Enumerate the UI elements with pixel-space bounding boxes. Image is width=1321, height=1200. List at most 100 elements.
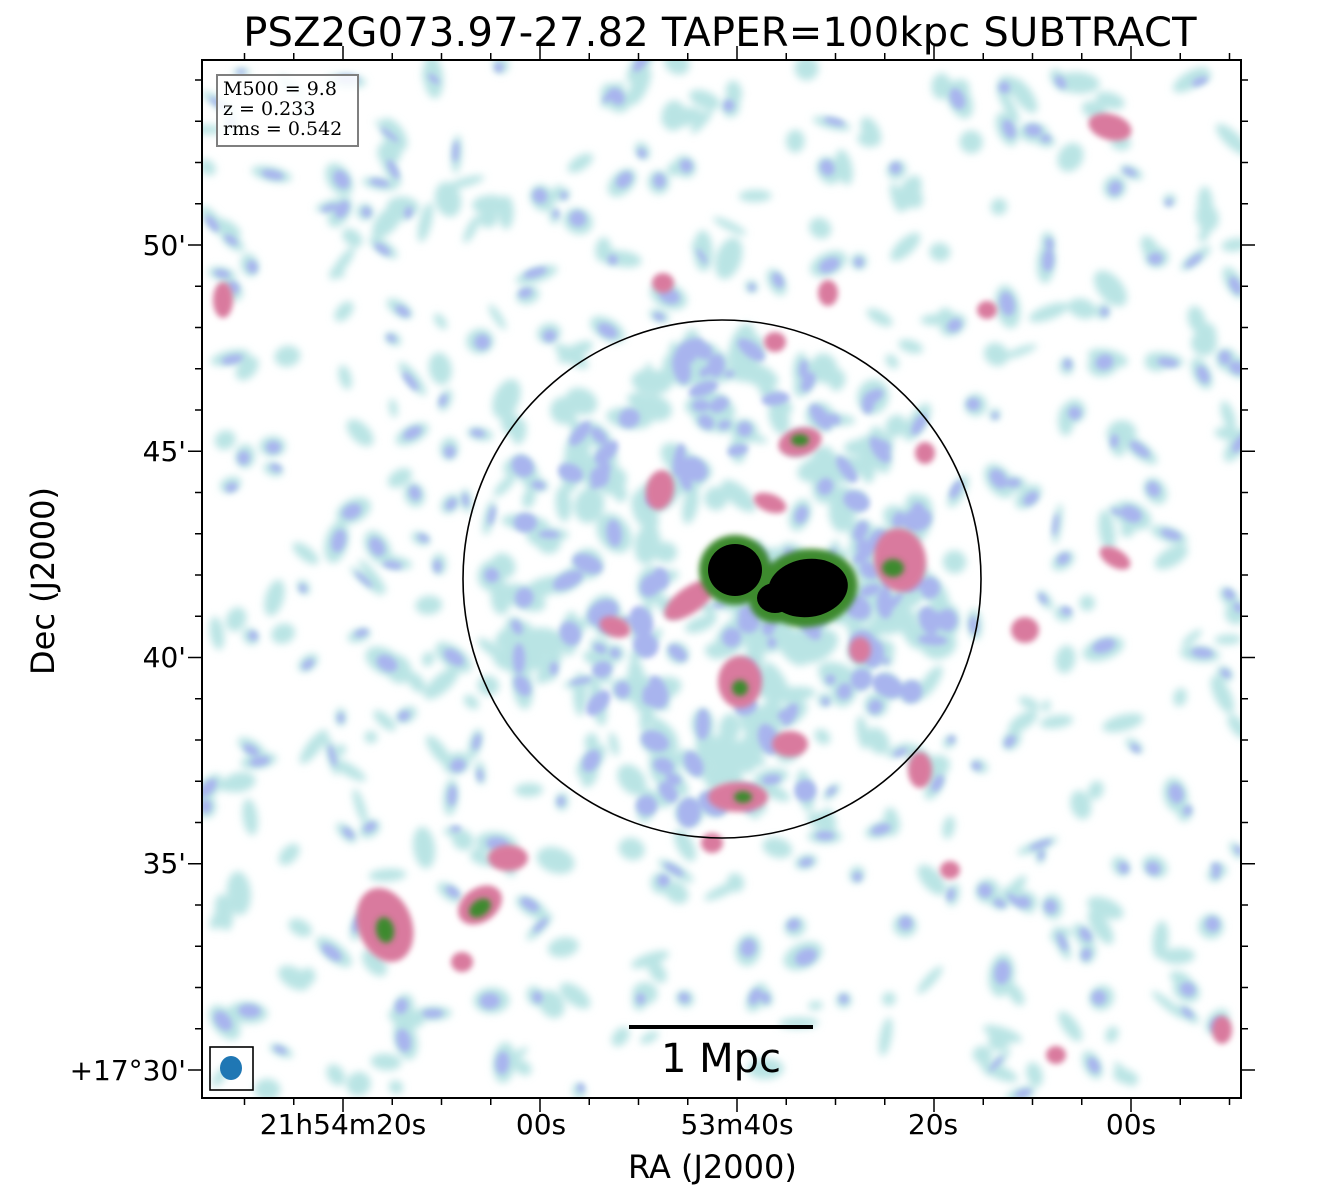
noise-peak <box>1004 735 1016 748</box>
noise-peak <box>444 445 456 458</box>
bright-emission <box>451 952 473 972</box>
noise-peak <box>664 863 684 876</box>
noise-blob <box>434 181 462 217</box>
xtick-label: 53m40s <box>680 1108 794 1141</box>
noise-peak <box>369 178 390 187</box>
noise-peak <box>361 207 372 218</box>
diffuse-emission-peak <box>677 467 692 491</box>
noise-peak <box>236 69 246 75</box>
noise-blob <box>725 80 743 105</box>
noise-blob <box>387 468 413 488</box>
noise-peak <box>947 735 956 744</box>
bright-emission <box>908 752 932 788</box>
noise-peak <box>1157 357 1179 368</box>
noise-peak <box>202 779 217 798</box>
noise-blob <box>1098 509 1116 552</box>
noise-peak <box>1007 893 1025 909</box>
noise-blob <box>522 487 536 509</box>
noise-peak <box>1168 783 1184 804</box>
noise-peak <box>531 480 546 490</box>
noise-blob <box>885 354 899 369</box>
diffuse-emission <box>634 524 661 565</box>
noise-peak <box>1191 647 1214 658</box>
noise-blob <box>997 875 1027 910</box>
diffuse-emission <box>765 686 816 703</box>
noise-peak <box>692 399 710 412</box>
noise-peak <box>1087 1057 1100 1074</box>
diffuse-emission-peak <box>737 611 760 634</box>
noise-blob <box>794 60 819 81</box>
noise-blob <box>1105 1026 1119 1043</box>
noise-peak <box>737 421 753 437</box>
noise-blob <box>421 72 442 92</box>
diffuse-emission-peak <box>633 632 659 658</box>
noise-blob <box>785 129 805 153</box>
diffuse-emission-peak <box>629 606 654 638</box>
noise-peak <box>1068 406 1082 420</box>
diffuse-emission-peak <box>618 408 640 428</box>
diffuse-emission-peak <box>514 675 531 697</box>
noise-peak <box>523 267 547 279</box>
noise-peak <box>1092 638 1116 654</box>
noise-blob <box>882 992 896 1006</box>
noise-peak <box>1211 870 1220 879</box>
noise-peak <box>409 485 421 501</box>
noise-peak <box>590 427 608 445</box>
noise-peak <box>273 1045 287 1054</box>
noise-peak <box>723 99 735 112</box>
bright-emission <box>488 845 528 871</box>
noise-peak <box>815 831 835 840</box>
noise-peak <box>740 939 757 957</box>
noise-peak <box>825 674 836 685</box>
noise-peak <box>1110 434 1119 448</box>
noise-peak <box>712 602 727 608</box>
noise-blob <box>904 186 924 209</box>
noise-blob <box>1113 1061 1135 1087</box>
noise-peak <box>246 260 258 274</box>
noise-peak <box>653 312 665 321</box>
noise-peak <box>989 469 1008 489</box>
noise-peak <box>949 480 962 499</box>
noise-peak <box>616 171 633 188</box>
diffuse-emission <box>753 780 791 802</box>
scalebar-label: 1 Mpc <box>660 1036 782 1082</box>
diffuse-emission <box>684 615 717 634</box>
plot-frame <box>201 59 1242 1099</box>
saturated-source <box>708 544 762 596</box>
noise-peak <box>1108 181 1122 196</box>
noise-blob <box>1198 223 1211 243</box>
diffuse-emission-peak <box>825 413 841 425</box>
noise-peak <box>1095 354 1114 370</box>
noise-blob <box>219 779 234 792</box>
noise-blob <box>547 937 579 958</box>
bright-emission <box>1088 113 1132 141</box>
diffuse-emission-peak <box>872 673 904 698</box>
diffuse-emission-peak <box>707 354 725 378</box>
diffuse-emission <box>565 387 598 415</box>
saturated-central-source <box>708 544 848 618</box>
diffuse-emission-peak <box>586 690 611 716</box>
bright-emission <box>772 731 808 757</box>
noise-peak <box>760 992 770 1004</box>
noise-peak <box>1218 350 1232 365</box>
noise-blob <box>211 218 241 239</box>
noise-peak <box>404 206 413 219</box>
noise-peak <box>354 571 374 588</box>
noise-peak <box>1063 358 1072 370</box>
noise-blob <box>640 1030 659 1044</box>
noise-peak <box>363 821 377 833</box>
bright-emission <box>645 470 675 510</box>
noise-peak <box>369 537 385 557</box>
noise-blob <box>704 881 740 901</box>
noise-blob <box>495 397 517 418</box>
noise-blob <box>417 202 434 243</box>
noise-peak <box>342 827 355 839</box>
noise-peak <box>772 272 784 288</box>
diffuse-emission-peak <box>636 795 658 816</box>
noise-blob <box>370 1053 402 1071</box>
bright-emission <box>701 833 723 853</box>
noise-peak <box>1180 982 1196 997</box>
bright-emission <box>652 273 674 293</box>
noise-blob <box>1008 710 1038 733</box>
noise-blob <box>274 345 301 367</box>
